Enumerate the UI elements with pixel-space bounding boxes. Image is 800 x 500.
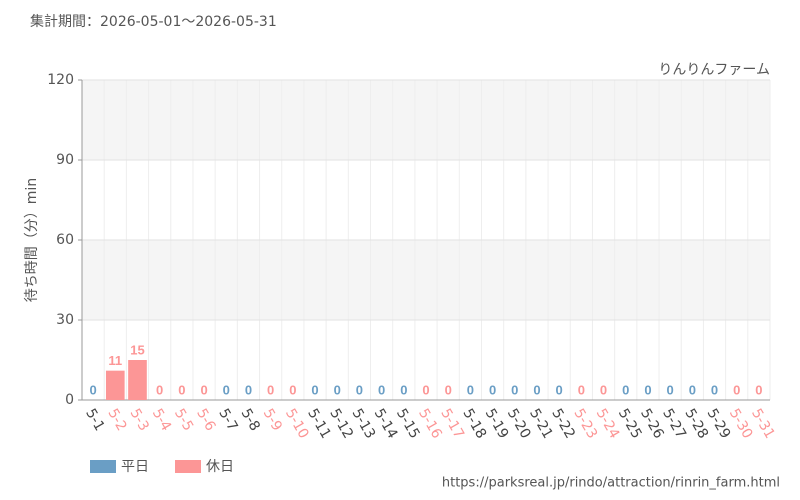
value-label: 0: [533, 382, 540, 397]
x-tick-label: 5-31: [748, 406, 778, 442]
y-tick-label: 120: [47, 72, 74, 88]
value-label: 0: [578, 382, 585, 397]
value-label: 0: [356, 382, 363, 397]
value-label: 0: [378, 382, 385, 397]
value-label: 0: [711, 382, 718, 397]
value-label: 0: [600, 382, 607, 397]
x-tick-label: 5-6: [193, 406, 218, 434]
value-label: 0: [667, 382, 674, 397]
value-label: 0: [422, 382, 429, 397]
value-label: 0: [267, 382, 274, 397]
bar: [105, 370, 125, 400]
x-tick-label: 5-4: [149, 406, 174, 434]
x-tick-label: 5-7: [215, 406, 240, 434]
value-label: 0: [733, 382, 740, 397]
y-tick-label: 90: [56, 152, 74, 168]
y-axis-label: 待ち時間（分）min: [24, 178, 40, 302]
value-label: 0: [223, 382, 230, 397]
x-tick-label: 5-5: [171, 406, 196, 434]
value-label: 0: [178, 382, 185, 397]
grid-band: [82, 240, 770, 320]
value-label: 0: [467, 382, 474, 397]
value-label: 0: [334, 382, 341, 397]
legend-label: 休日: [206, 459, 234, 475]
value-label: 0: [445, 382, 452, 397]
value-label: 0: [156, 382, 163, 397]
y-tick-label: 30: [56, 312, 74, 328]
legend-swatch: [175, 460, 201, 473]
value-label: 0: [89, 382, 96, 397]
value-label: 0: [289, 382, 296, 397]
legend-swatch: [90, 460, 116, 473]
value-label: 15: [130, 342, 144, 357]
value-label: 0: [622, 382, 629, 397]
chart-title: 集計期間：2026-05-01〜2026-05-31: [30, 13, 277, 30]
chart-subtitle: りんりんファーム: [658, 62, 770, 78]
value-label: 0: [556, 382, 563, 397]
value-label: 0: [689, 382, 696, 397]
y-tick-label: 0: [65, 392, 74, 408]
x-tick-label: 5-9: [260, 406, 285, 434]
x-tick-label: 5-8: [238, 406, 263, 434]
x-tick-label: 5-3: [127, 406, 152, 434]
value-label: 11: [108, 353, 122, 368]
value-label: 0: [511, 382, 518, 397]
grid-band: [82, 80, 770, 160]
x-tick-label: 5-1: [82, 406, 107, 434]
source-url: https://parksreal.jp/rindo/attraction/ri…: [442, 476, 780, 491]
bar: [128, 360, 147, 400]
value-label: 0: [311, 382, 318, 397]
value-label: 0: [400, 382, 407, 397]
value-label: 0: [200, 382, 207, 397]
value-label: 0: [755, 382, 762, 397]
value-label: 0: [245, 382, 252, 397]
value-label: 0: [644, 382, 651, 397]
legend-label: 平日: [121, 459, 149, 475]
x-tick-label: 5-2: [104, 406, 129, 434]
value-label: 0: [489, 382, 496, 397]
y-tick-label: 60: [56, 232, 74, 248]
